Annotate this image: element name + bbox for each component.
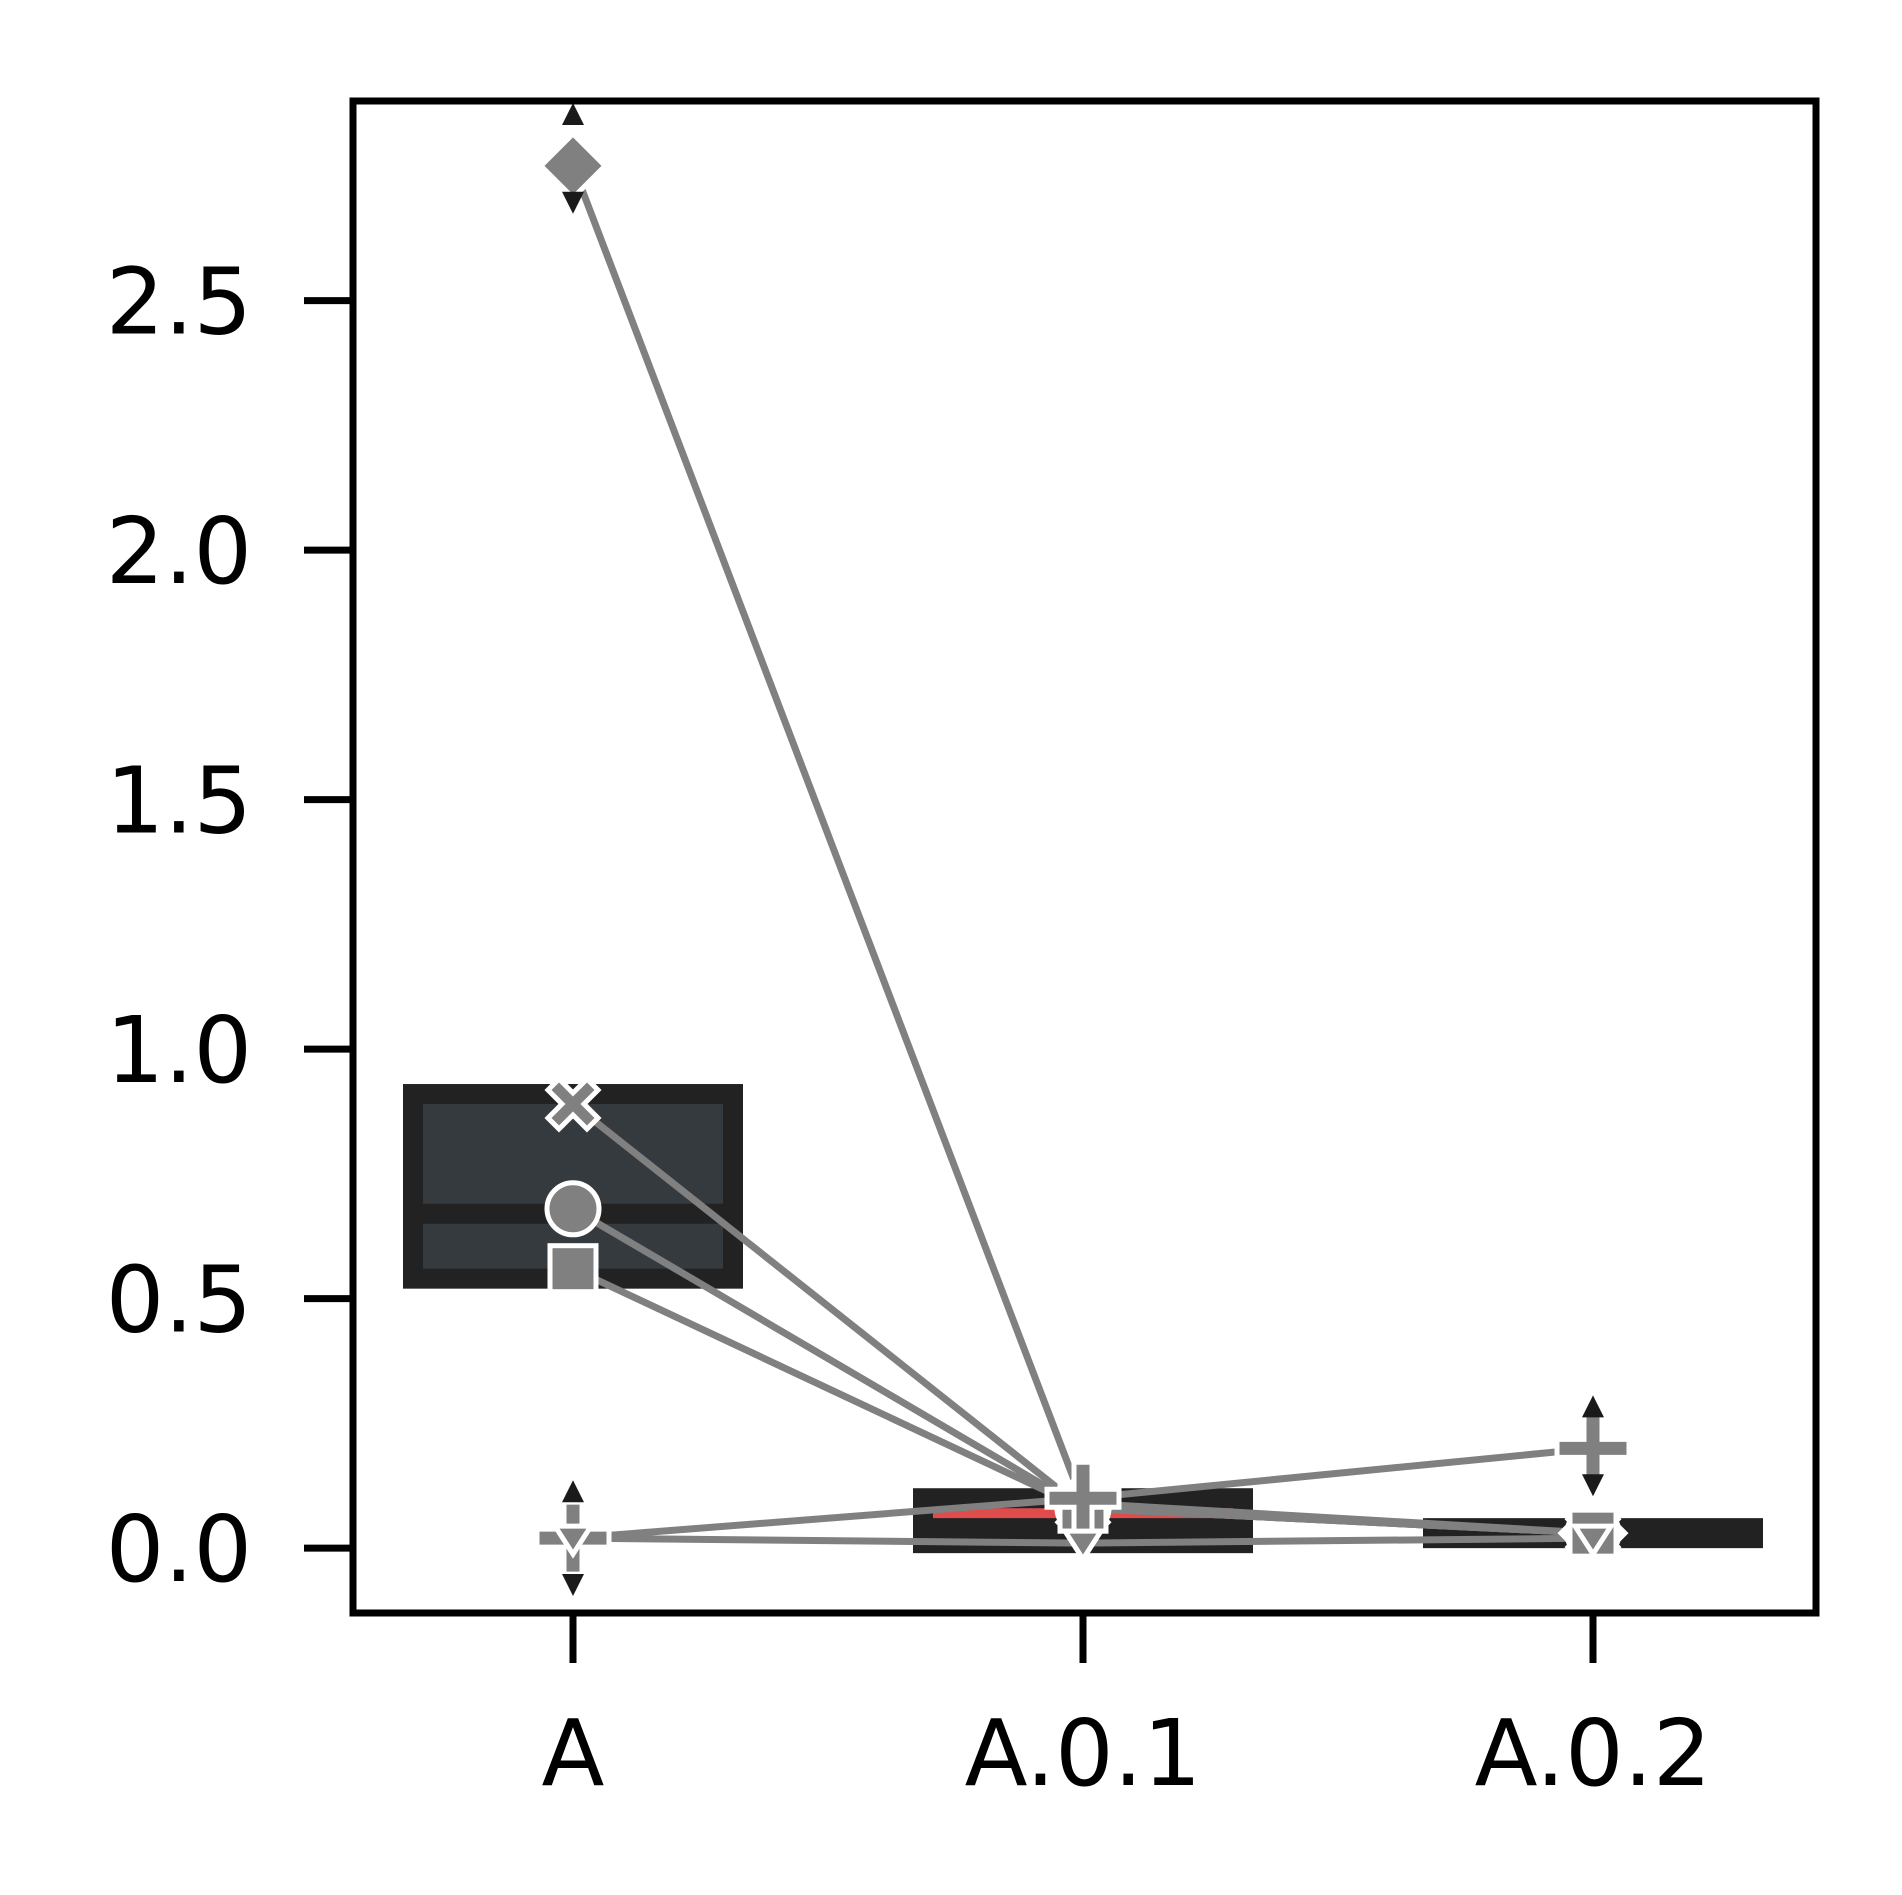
marker-square-A	[547, 1243, 599, 1295]
marker-circle-A	[544, 1180, 602, 1238]
y-tick-label-5: 2.5	[106, 249, 252, 356]
x-tick-label-1: A.0.1	[965, 1700, 1202, 1807]
error-cap-high-1	[562, 1480, 584, 1503]
y-tick-label-3: 1.5	[106, 748, 252, 855]
marker-triangle-down-A.0.2	[1570, 1523, 1616, 1559]
x-tick-label-2: A.0.2	[1475, 1700, 1712, 1807]
series-lines-layer	[569, 164, 1594, 1547]
series-markers-layer	[534, 130, 1632, 1577]
error-cap-high-0	[562, 102, 584, 125]
marker-triangle-down-A.0.1	[1060, 1528, 1106, 1564]
y-tick-label-1: 0.5	[106, 1247, 252, 1354]
y-axis: 0.0 0.5 1.0 1.5 2.0 2.5	[106, 249, 353, 1603]
error-cap-low-0	[562, 191, 584, 214]
x-tick-label-0: A	[542, 1700, 605, 1807]
y-tick-label-0: 0.0	[106, 1496, 252, 1603]
y-tick-label-2: 1.0	[106, 997, 252, 1104]
y-tick-label-4: 2.0	[106, 498, 252, 605]
marker-plus-A.0.2	[1554, 1409, 1632, 1487]
plot-frame	[349, 97, 1820, 1617]
marker-triangle-down-A	[550, 1523, 596, 1559]
x-axis: A A.0.1 A.0.2	[542, 1613, 1712, 1807]
error-cap-low-1	[562, 1574, 584, 1597]
error-markers-layer	[562, 102, 1604, 1597]
marker-diamond-A	[537, 130, 609, 202]
error-cap-low-2	[1582, 1474, 1604, 1497]
marker-x-A	[544, 1075, 602, 1133]
error-cap-high-2	[1582, 1395, 1604, 1418]
series-line-diamond	[569, 164, 1594, 1537]
